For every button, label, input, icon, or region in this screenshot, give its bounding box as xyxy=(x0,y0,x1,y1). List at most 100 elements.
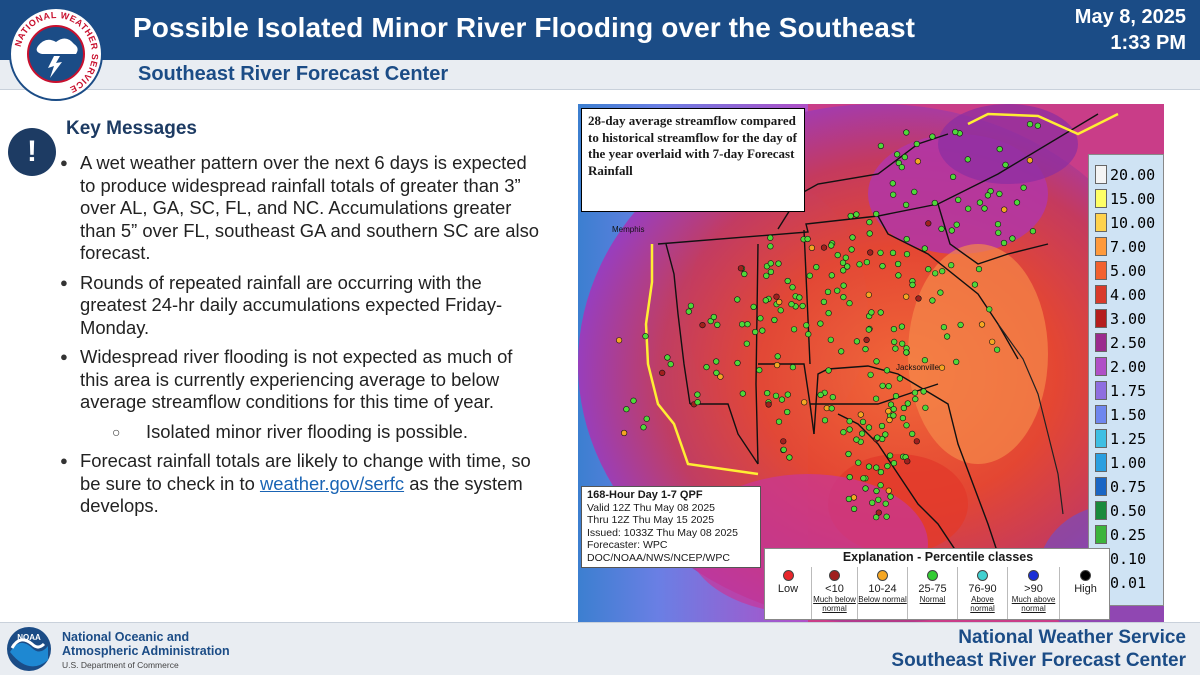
streamgauge-point xyxy=(762,297,769,304)
list-item: A wet weather pattern over the next 6 da… xyxy=(60,152,540,265)
streamgauge-point xyxy=(713,358,720,365)
streamgauge-point xyxy=(844,263,851,270)
nws-footer: National Weather Service Southeast River… xyxy=(891,626,1186,672)
streamgauge-point xyxy=(827,336,834,343)
streamgauge-point xyxy=(903,236,910,243)
streamgauge-point xyxy=(883,367,891,374)
legend-note: Normal xyxy=(919,595,946,604)
streamgauge-point xyxy=(845,450,852,458)
streamgauge-point xyxy=(989,338,996,345)
streamgauge-point xyxy=(895,272,902,279)
legend-title: Explanation - Percentile classes xyxy=(842,550,1034,564)
colorbar-swatch xyxy=(1095,165,1107,184)
streamgauge-point xyxy=(788,301,795,308)
colorbar-entry: 20.00 xyxy=(1095,165,1159,184)
streamgauge-point xyxy=(801,399,808,406)
colorbar-entry: 1.50 xyxy=(1095,405,1159,424)
streamgauge-point xyxy=(756,367,763,374)
colorbar-entry: 7.00 xyxy=(1095,237,1159,256)
streamgauge-point xyxy=(757,315,764,322)
percentile-legend: Explanation - Percentile classes Low <10 M… xyxy=(764,548,1110,620)
streamgauge-point xyxy=(804,235,811,243)
streamgauge-point xyxy=(903,422,910,429)
streamgauge-point xyxy=(867,249,874,256)
streamgauge-point xyxy=(763,272,770,279)
streamgauge-point xyxy=(784,277,791,285)
streamgauge-point xyxy=(895,260,902,268)
streamgauge-point xyxy=(778,396,785,403)
streamgauge-point xyxy=(771,316,778,324)
serfc-link[interactable]: weather.gov/serfc xyxy=(259,472,405,494)
streamgauge-point xyxy=(922,404,929,411)
streamgauge-point xyxy=(904,458,911,465)
nws-footer-line: National Weather Service xyxy=(958,627,1186,648)
bullet-text: as the system develops. xyxy=(80,472,523,517)
colorbar-entry: 2.00 xyxy=(1095,357,1159,376)
colorbar-swatch xyxy=(1095,525,1107,544)
streamgauge-point xyxy=(939,268,946,275)
streamgauge-point xyxy=(866,230,873,237)
streamgauge-point xyxy=(964,156,971,163)
colorbar-swatch xyxy=(1095,261,1107,280)
legend-dot xyxy=(977,570,988,581)
streamgauge-point xyxy=(890,326,898,333)
streamgauge-point xyxy=(774,362,781,369)
streamgauge-point xyxy=(957,321,964,328)
streamgauge-point xyxy=(920,388,927,395)
streamgauge-point xyxy=(846,426,853,433)
colorbar-label: 20.00 xyxy=(1110,166,1156,184)
streamgauge-point xyxy=(828,242,835,249)
streamgauge-point xyxy=(921,357,929,364)
colorbar-label: 1.75 xyxy=(1110,382,1147,400)
streamgauge-point xyxy=(847,212,854,220)
streamgauge-point xyxy=(703,364,710,371)
map-label-memphis: Memphis xyxy=(612,225,644,234)
streamgauge-point xyxy=(767,243,774,250)
legend-dot xyxy=(829,570,840,581)
streamgauge-point xyxy=(911,389,919,396)
streamgauge-point xyxy=(878,422,886,430)
streamgauge-point xyxy=(845,495,853,503)
streamgauge-point xyxy=(767,268,774,275)
streamgauge-point xyxy=(978,321,986,328)
streamgauge-point xyxy=(873,464,880,471)
list-item: Forecast rainfall totals are likely to c… xyxy=(60,450,540,518)
streamgauge-point xyxy=(862,485,869,492)
colorbar-swatch xyxy=(1095,357,1107,376)
streamgauge-point xyxy=(903,251,911,258)
noaa-name-line: National Oceanic and xyxy=(62,630,190,644)
legend-class: >90 Much above normal xyxy=(1007,567,1059,619)
streamgauge-point xyxy=(623,406,630,413)
colorbar-swatch xyxy=(1095,453,1107,472)
page-subtitle: Southeast River Forecast Center xyxy=(138,63,449,85)
streamgauge-point xyxy=(913,438,920,445)
colorbar-label: 3.00 xyxy=(1110,310,1147,328)
map-annotation-box: 28-day average streamflow compared to hi… xyxy=(581,108,805,212)
colorbar-swatch xyxy=(1095,213,1107,232)
streamgauge-point xyxy=(899,340,906,347)
colorbar-label: 0.25 xyxy=(1110,526,1147,544)
streamgauge-point xyxy=(879,382,886,389)
streamgauge-point xyxy=(828,405,835,412)
key-messages-list: A wet weather pattern over the next 6 da… xyxy=(60,152,540,525)
streamgauge-point xyxy=(752,328,759,336)
streamgauge-point xyxy=(842,254,849,261)
legend-note: Below normal xyxy=(858,595,907,604)
streamgauge-point xyxy=(820,244,828,251)
streamgauge-point xyxy=(913,140,920,148)
streamgauge-point xyxy=(995,229,1002,236)
streamgauge-point xyxy=(889,249,897,256)
page-title: Possible Isolated Minor River Flooding o… xyxy=(133,12,916,43)
streamgauge-point xyxy=(884,463,891,470)
streamgauge-point xyxy=(803,322,810,329)
legend-dot xyxy=(877,570,888,581)
streamgauge-point xyxy=(829,394,836,401)
streamgauge-point xyxy=(1034,122,1041,129)
streamgauge-point xyxy=(780,446,787,453)
qpf-line: Issued: 1033Z Thu May 08 2025 xyxy=(587,526,738,539)
streamgauge-point xyxy=(877,469,885,476)
streamgauge-point xyxy=(839,259,847,266)
streamgauge-point xyxy=(873,487,880,495)
streamgauge-point xyxy=(828,272,835,279)
legend-label: >90 xyxy=(1024,583,1043,595)
